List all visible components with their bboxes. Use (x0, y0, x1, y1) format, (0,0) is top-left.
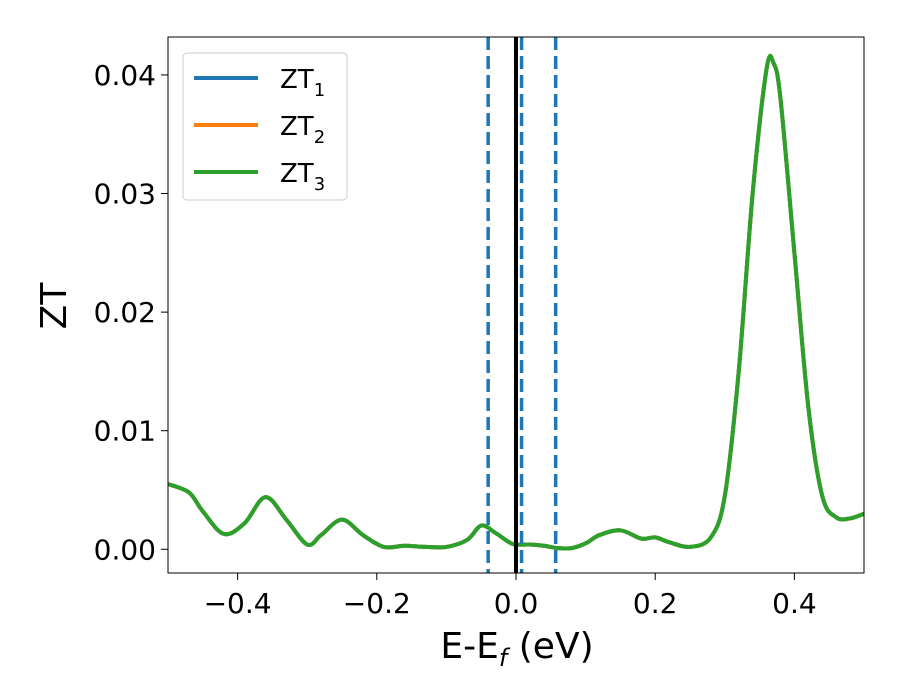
legend-label-zt3: ZT (280, 159, 314, 189)
y-tick-label: 0.04 (94, 59, 156, 92)
plot-frame (167, 36, 865, 574)
legend-entry-zt1: ZT1 (194, 65, 325, 101)
x-tick-label: 0.2 (633, 587, 678, 620)
axis-ticks: −0.4 −0.2 0.0 0.2 0.4 0.00 0.01 0.02 0.03 0.04 (94, 59, 817, 620)
y-tick-label: 0.03 (94, 178, 156, 211)
x-axis-label: E-Ef (eV) (440, 626, 593, 672)
legend: ZT1 ZT2 ZT3 (182, 52, 348, 201)
legend-sub-zt3: 3 (314, 174, 325, 195)
plot-area (168, 37, 864, 573)
legend-label-zt1: ZT (280, 65, 314, 95)
svg-text:ZT3: ZT3 (280, 159, 325, 195)
svg-text:ZT2: ZT2 (280, 112, 325, 148)
svg-text:ZT1: ZT1 (280, 65, 325, 101)
legend-sub-zt2: 2 (314, 127, 325, 148)
x-tick-label: −0.4 (204, 587, 272, 620)
x-tick-label: −0.2 (343, 587, 411, 620)
legend-label-zt2: ZT (280, 112, 314, 142)
x-tick-label: 0.4 (772, 587, 817, 620)
x-tick-label: 0.0 (494, 587, 539, 620)
y-tick-label: 0.01 (94, 415, 156, 448)
legend-entry-zt3: ZT3 (194, 159, 325, 195)
series-line-zt3 (168, 54, 864, 551)
legend-entry-zt2: ZT2 (194, 112, 325, 148)
legend-box (182, 52, 348, 201)
x-axis-label-unit: (eV) (507, 626, 593, 667)
y-axis-label: ZT (34, 282, 75, 330)
y-tick-label: 0.02 (94, 296, 156, 329)
y-tick-label: 0.00 (94, 533, 156, 566)
legend-sub-zt1: 1 (314, 80, 325, 101)
